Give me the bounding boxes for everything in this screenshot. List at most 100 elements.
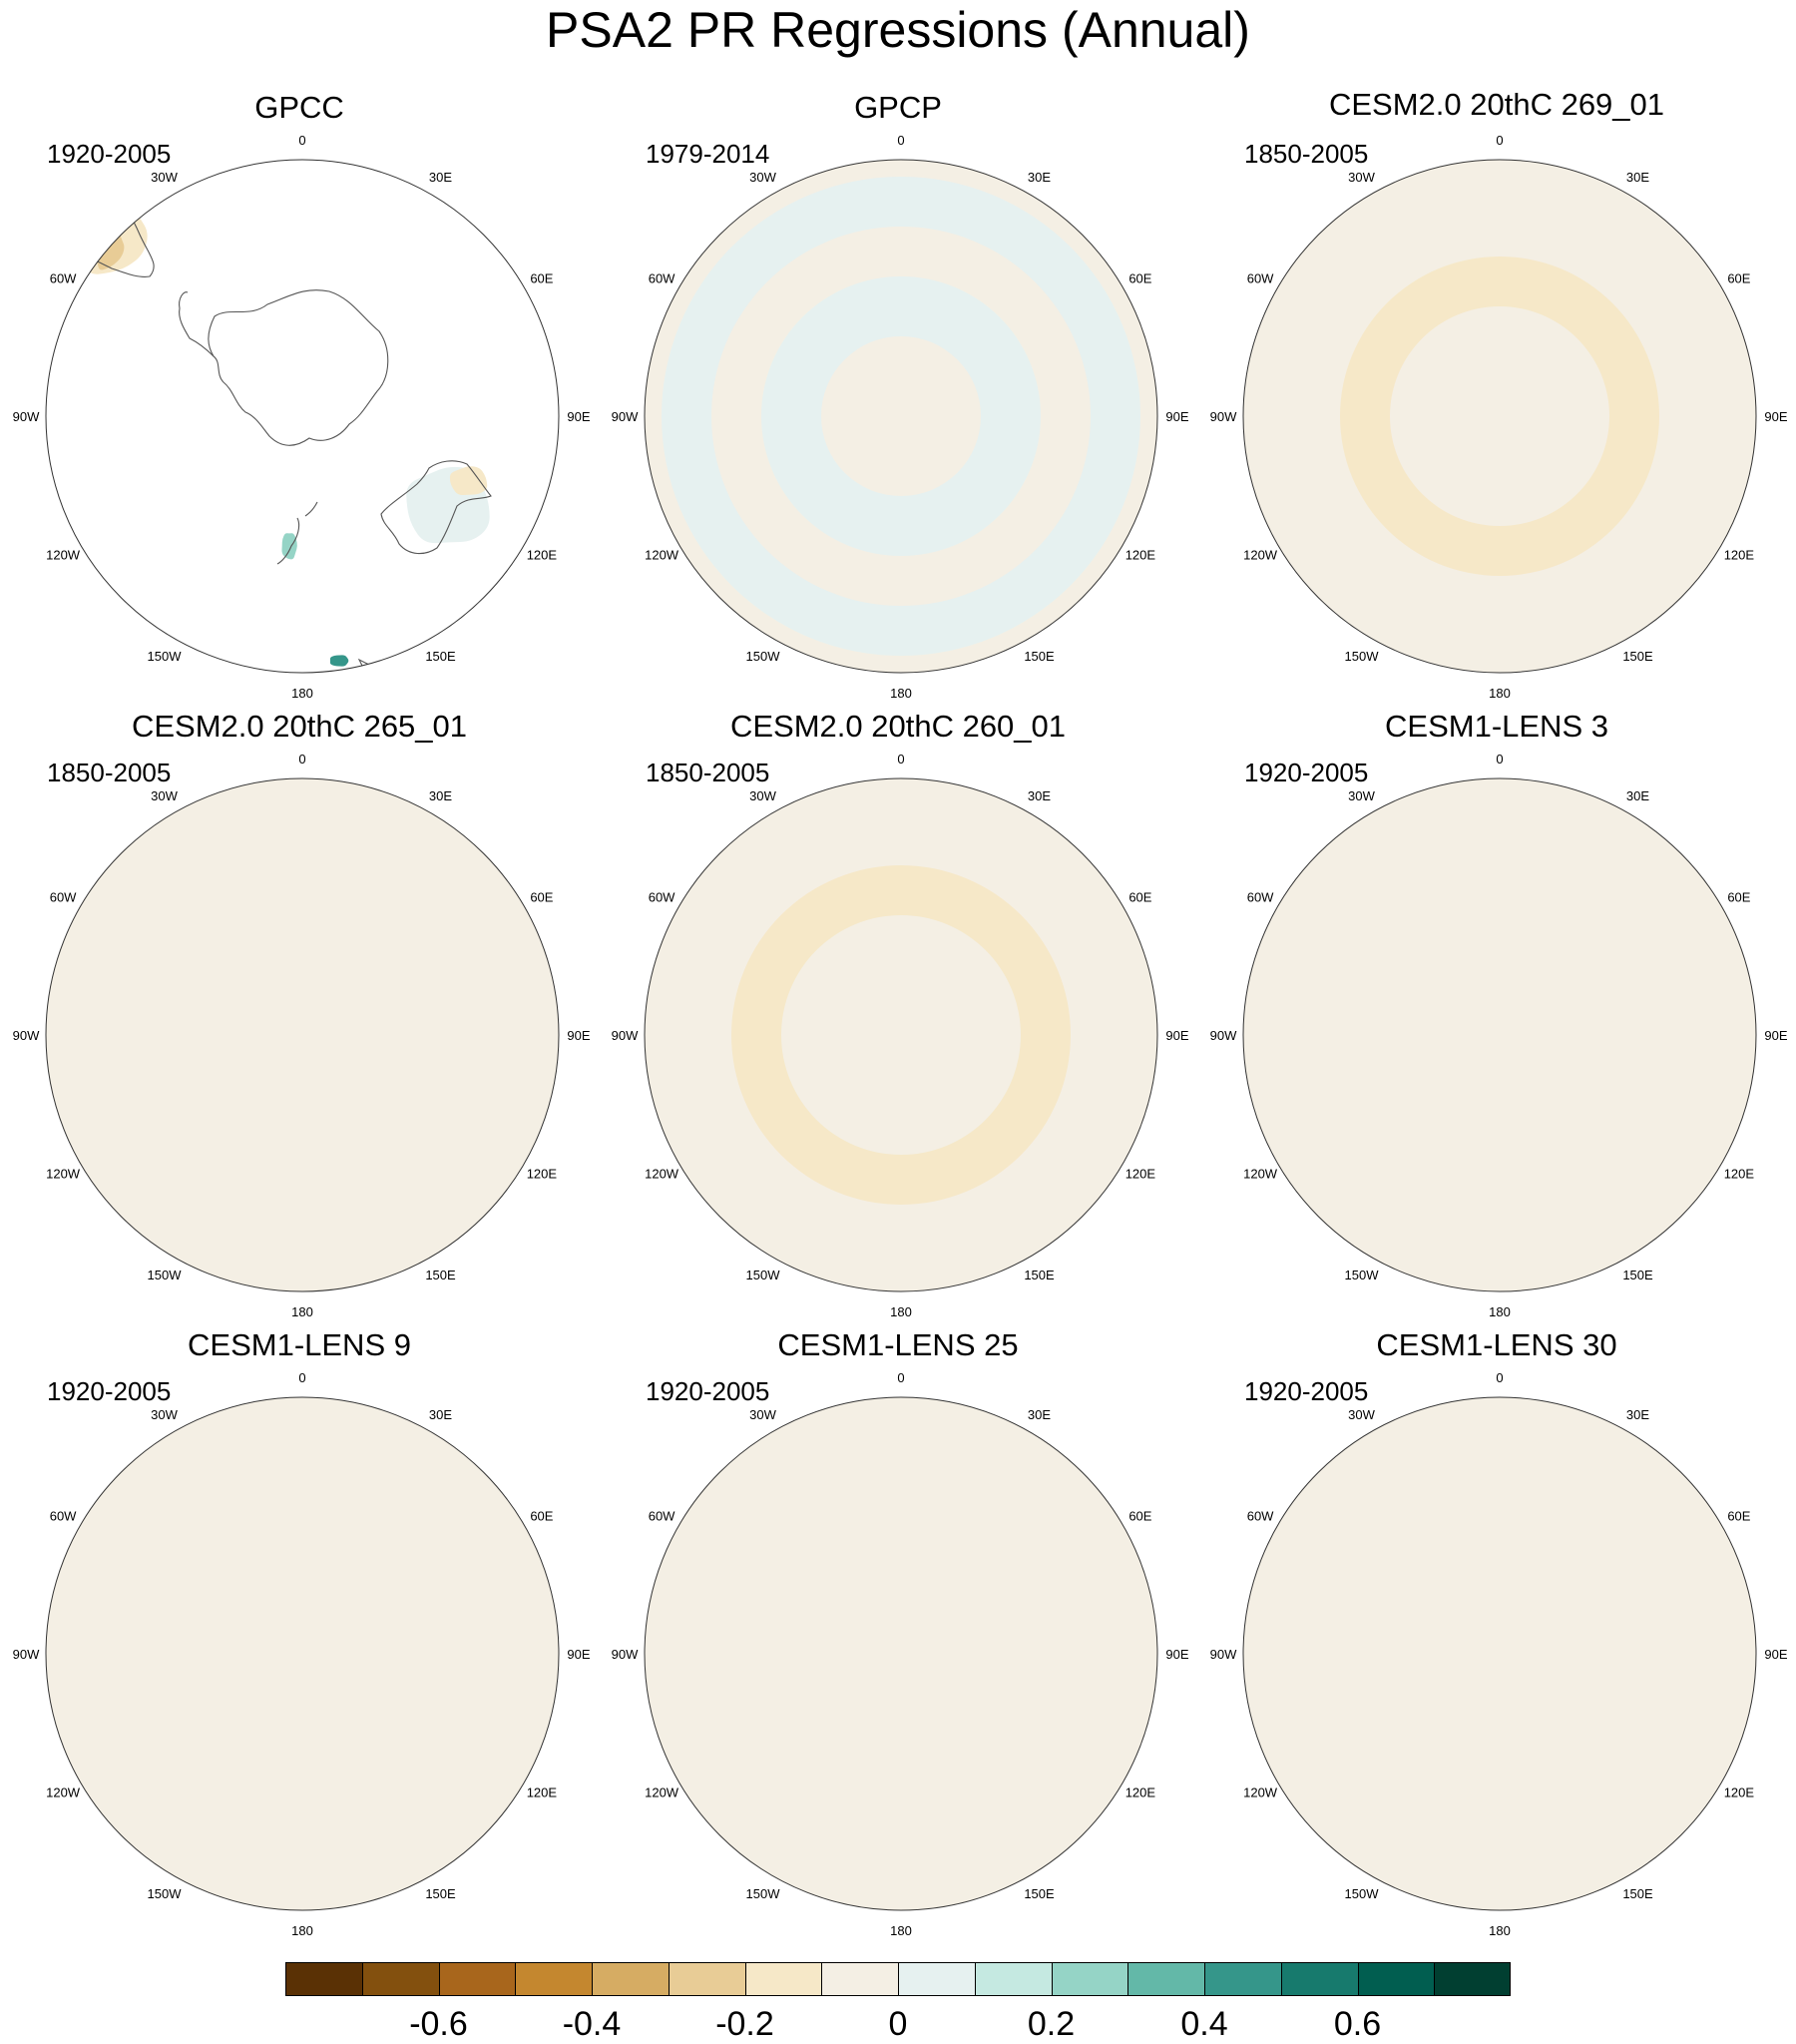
longitude-label: 90W [1210, 1647, 1237, 1662]
map-boundary [1242, 159, 1757, 674]
longitude-label: 180 [291, 1923, 313, 1938]
polar-map: 0 30E 60E 90E 120E 150E 180 150W 120W 90W 60W 30W [13, 133, 591, 701]
colorbar-segment [898, 1962, 976, 1996]
longitude-label: 120W [1243, 548, 1278, 563]
panel-title: CESM2.0 20thC 269_01 [1328, 87, 1665, 122]
longitude-label: 0 [897, 752, 904, 766]
longitude-label: 150E [425, 649, 456, 664]
longitude-label: 30W [1348, 1407, 1375, 1422]
field-band [1340, 256, 1659, 576]
panel-period: 1850-2005 [646, 758, 770, 787]
longitude-label: 150E [1622, 649, 1653, 664]
polar-map: 0 30E 60E 90E 120E 150E 180 150W 120W 90W 60W 30W [13, 1370, 591, 1938]
longitude-label: 30W [749, 170, 776, 185]
longitude-label: 90E [567, 409, 590, 424]
longitude-label: 60W [1247, 271, 1274, 286]
panel-period: 1979-2014 [646, 139, 770, 169]
field-patch [1243, 884, 1247, 898]
map-panel: CESM2.0 20thC 265_01 1850-2005 0 30E 60E 90E 1… [0, 707, 599, 1325]
field-background [645, 1397, 1157, 1910]
longitude-label: 60E [530, 890, 553, 905]
longitude-label: 30E [1626, 1407, 1649, 1422]
longitude-label: 60E [1727, 1509, 1750, 1524]
colorbar-tick-label: 0.6 [1333, 2005, 1382, 2043]
longitude-label: 150W [746, 1268, 781, 1282]
colorbar-segment [1434, 1962, 1511, 1996]
longitude-label: 120E [1125, 1167, 1156, 1182]
longitude-label: 90E [567, 1028, 590, 1043]
map-panel: GPCP 1979-2014 0 30E 60E 90E 120E 150E 180 150W 12… [599, 88, 1197, 707]
colorbar-segment [974, 1962, 1053, 1996]
longitude-label: 30E [1028, 1407, 1051, 1422]
map-boundary [644, 1396, 1158, 1911]
colorbar-tick-label: 0.2 [1027, 2005, 1076, 2043]
longitude-label: 120W [46, 1167, 81, 1182]
field-background [46, 1397, 559, 1910]
colorbar-segment [438, 1962, 517, 1996]
longitude-label: 90W [13, 1647, 40, 1662]
longitude-label: 60E [1128, 890, 1151, 905]
longitude-label: 150E [1024, 1886, 1055, 1901]
map-boundary [1242, 1396, 1757, 1911]
longitude-label: 150E [425, 1268, 456, 1282]
longitude-label: 60W [649, 890, 675, 905]
map-boundary [1242, 777, 1757, 1292]
longitude-label: 30E [1626, 788, 1649, 803]
longitude-label: 30E [1626, 170, 1649, 185]
longitude-label: 120W [46, 1786, 81, 1800]
panel-title: CESM1-LENS 25 [777, 1327, 1019, 1362]
longitude-label: 150W [1345, 1886, 1380, 1901]
antarctica-coastline [208, 289, 389, 446]
longitude-label: 150W [148, 649, 183, 664]
map-boundary [45, 1396, 560, 1911]
map-boundary [45, 159, 560, 674]
panel-title: CESM1-LENS 9 [188, 1327, 411, 1362]
colorbar-segment [821, 1962, 899, 1996]
longitude-label: 180 [1489, 1304, 1511, 1319]
field-background [1243, 160, 1756, 673]
map-panel: CESM2.0 20thC 260_01 1850-2005 0 30E 60E 90E 1… [599, 707, 1197, 1325]
longitude-label: 90W [13, 1028, 40, 1043]
panel-title: GPCC [254, 90, 344, 125]
longitude-label: 90E [1165, 409, 1188, 424]
colorbar-segment [1357, 1962, 1436, 1996]
map-panel: CESM1-LENS 25 1920-2005 0 30E 60E 90E 120E 150E… [599, 1325, 1197, 1944]
longitude-label: 150E [1622, 1268, 1653, 1282]
map-panel: CESM1-LENS 3 1920-2005 0 30E 60E 90E 120E 150E 1… [1197, 707, 1796, 1325]
longitude-label: 0 [298, 1370, 305, 1385]
colorbar-segment [1204, 1962, 1282, 1996]
longitude-label: 30W [749, 1407, 776, 1422]
map-panel: CESM2.0 20thC 269_01 1850-2005 0 30E 60E 90E 1… [1197, 87, 1796, 707]
longitude-label: 90W [612, 1647, 639, 1662]
africa-coastline [1547, 1325, 1632, 1392]
longitude-label: 90W [612, 409, 639, 424]
longitude-label: 90W [612, 1028, 639, 1043]
longitude-label: 90W [1210, 409, 1237, 424]
longitude-label: 150W [1345, 1268, 1380, 1282]
colorbar-tick-label: -0.6 [409, 2005, 468, 2043]
panel-period: 1850-2005 [1244, 139, 1369, 169]
field-background [645, 778, 1157, 1291]
longitude-label: 30E [1028, 170, 1051, 185]
map-panel: CESM1-LENS 30 1920-2005 0 30E 60E 90E 120E 150E… [1197, 1325, 1796, 1944]
longitude-label: 120E [527, 548, 558, 563]
longitude-label: 90E [1764, 1028, 1787, 1043]
longitude-label: 150W [148, 1268, 183, 1282]
new-zealand-coastline [276, 501, 318, 565]
longitude-label: 120E [527, 1786, 558, 1800]
longitude-label: 120W [645, 1786, 679, 1800]
longitude-label: 120W [1243, 1786, 1278, 1800]
longitude-label: 180 [291, 1304, 313, 1319]
field-patch [329, 655, 349, 667]
colorbar-tick-label: 0 [888, 2005, 908, 2043]
longitude-label: 30W [1348, 170, 1375, 185]
map-boundary [45, 777, 560, 1292]
polar-map: 0 30E 60E 90E 120E 150E 180 150W 120W 90W 60W 30W [612, 133, 1189, 701]
longitude-label: 180 [1489, 1923, 1511, 1938]
longitude-label: 30E [429, 1407, 452, 1422]
longitude-label: 150E [1024, 1268, 1055, 1282]
longitude-label: 150W [746, 1886, 781, 1901]
map-panel: GPCC 1920-2005 0 30E 60E 90E 120E 150E 180 150W 12… [0, 88, 599, 707]
polar-map: 0 30E 60E 90E 120E 150E 180 150W 120W 90W 60W 30W [13, 752, 591, 1319]
field-band [761, 275, 1041, 557]
